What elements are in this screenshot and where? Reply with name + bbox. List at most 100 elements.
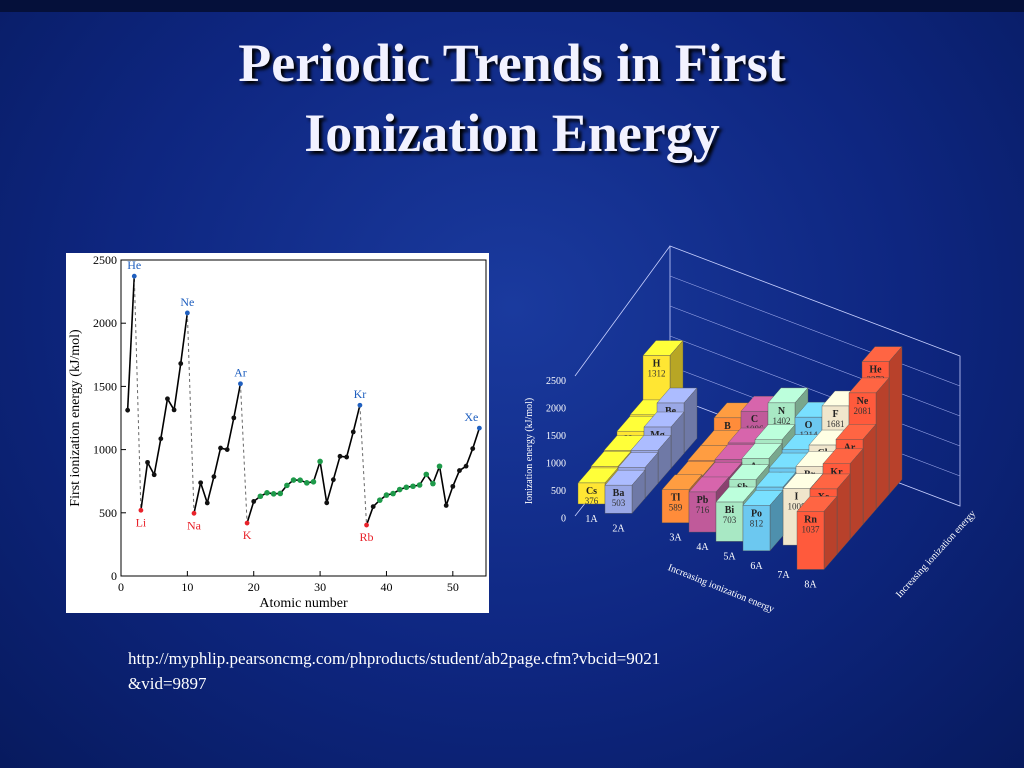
bar-front [688, 491, 717, 533]
side-wall-edge [574, 245, 671, 377]
chart-svg: 0 500 1000 1500 2000 2500 0 10 20 30 40 50 Atomic nu… [68, 253, 487, 611]
data-point [138, 507, 144, 513]
bar-symbol: N [778, 406, 786, 417]
y-tick-label-3d: 2500 [546, 376, 566, 387]
bar-value: 589 [669, 503, 683, 513]
series-segment [319, 461, 328, 503]
series-segment [471, 427, 481, 449]
y-tick-label-3d: 2000 [546, 404, 566, 415]
x-tick-label: 0 [118, 580, 124, 594]
bar-symbol: Ar [844, 442, 856, 453]
bar-symbol: H [653, 359, 661, 370]
bar-symbol: Tl [671, 493, 681, 504]
data-point [290, 477, 297, 483]
element-label: Kr [354, 387, 367, 401]
data-point [423, 471, 430, 478]
group-label: 1A [585, 514, 598, 525]
data-point [470, 446, 476, 451]
data-point [383, 492, 390, 498]
bar-symbol: Pb [697, 495, 709, 506]
data-point [450, 483, 456, 489]
data-point [476, 425, 482, 431]
data-point [277, 490, 284, 497]
source-line-2[interactable]: &vid=9897 [128, 674, 207, 693]
bar-value: 2081 [854, 406, 872, 416]
data-point [270, 491, 277, 497]
y-tick-label-3d: 1500 [546, 431, 566, 442]
element-label: Ne [180, 295, 194, 309]
data-point [158, 436, 164, 442]
series-segment [153, 438, 162, 475]
series-segment [452, 470, 461, 487]
bar-side [862, 423, 877, 525]
group-label: 8A [804, 579, 817, 590]
data-point [125, 407, 131, 413]
series-segment [233, 383, 242, 419]
data-point [310, 479, 317, 485]
series-segment [239, 383, 248, 524]
data-point [264, 490, 270, 496]
slide-title: Periodic Trends in First Ionization Ener… [0, 28, 1024, 168]
x-tick-label: 30 [314, 580, 326, 594]
data-point [396, 486, 403, 493]
data-point [151, 472, 157, 478]
title-line-1: Periodic Trends in First [238, 33, 786, 93]
group-label: 7A [777, 570, 790, 581]
data-point [403, 484, 410, 491]
data-point [178, 361, 184, 366]
x-tick-label: 40 [380, 580, 392, 594]
bar-value: 716 [696, 505, 710, 515]
series-segment [193, 482, 202, 514]
series-segment [359, 405, 368, 526]
bar-symbol: F [832, 409, 838, 420]
series-segment [465, 448, 474, 467]
bar-symbol: Po [751, 508, 762, 519]
bar-front [604, 484, 633, 514]
wall-gridline [669, 305, 961, 417]
bar-value: 703 [723, 515, 737, 525]
series-segment [126, 276, 136, 411]
data-point [416, 482, 423, 488]
data-point [251, 499, 257, 504]
bar-symbol: I [795, 492, 799, 503]
data-point [218, 445, 223, 451]
y-tick-label-3d: 0 [561, 514, 566, 525]
data-point [443, 503, 449, 508]
y-tick-label: 500 [99, 506, 117, 520]
data-point [430, 480, 436, 487]
title-line-2: Ionization Energy [304, 103, 720, 163]
series-segment [432, 465, 441, 484]
bar-symbol: He [869, 365, 882, 376]
data-point [131, 273, 137, 279]
y-tick-label: 2000 [93, 316, 117, 330]
series-segment [213, 447, 222, 477]
bar-symbol: Bi [725, 505, 735, 516]
element-label: K [243, 528, 252, 542]
data-point [238, 381, 243, 387]
data-point [244, 520, 250, 526]
series-segment [133, 276, 142, 511]
x-tick-label: 10 [181, 580, 193, 594]
series-segment [325, 479, 335, 504]
source-url[interactable]: http://myphlip.pearsoncmg.com/phproducts… [128, 646, 828, 696]
data-point [390, 490, 396, 497]
bar-symbol: C [751, 414, 758, 425]
group-label: 4A [696, 542, 709, 553]
bar-value: 1402 [773, 416, 791, 426]
element-label: Xe [464, 410, 478, 424]
source-line-1[interactable]: http://myphlip.pearsoncmg.com/phproducts… [128, 649, 661, 668]
data-point [344, 454, 350, 460]
data-point [410, 483, 416, 490]
data-point [370, 504, 376, 510]
ionization-line-chart: 0 500 1000 1500 2000 2500 0 10 20 30 40 50 Atomic nu… [66, 253, 489, 613]
bar-side [888, 346, 903, 495]
bar-side [849, 448, 864, 540]
bar-symbol: O [805, 420, 813, 431]
data-point [457, 468, 462, 473]
bar-symbol: Cs [586, 486, 597, 497]
series-segment [226, 417, 235, 450]
group-label: 6A [750, 561, 763, 572]
